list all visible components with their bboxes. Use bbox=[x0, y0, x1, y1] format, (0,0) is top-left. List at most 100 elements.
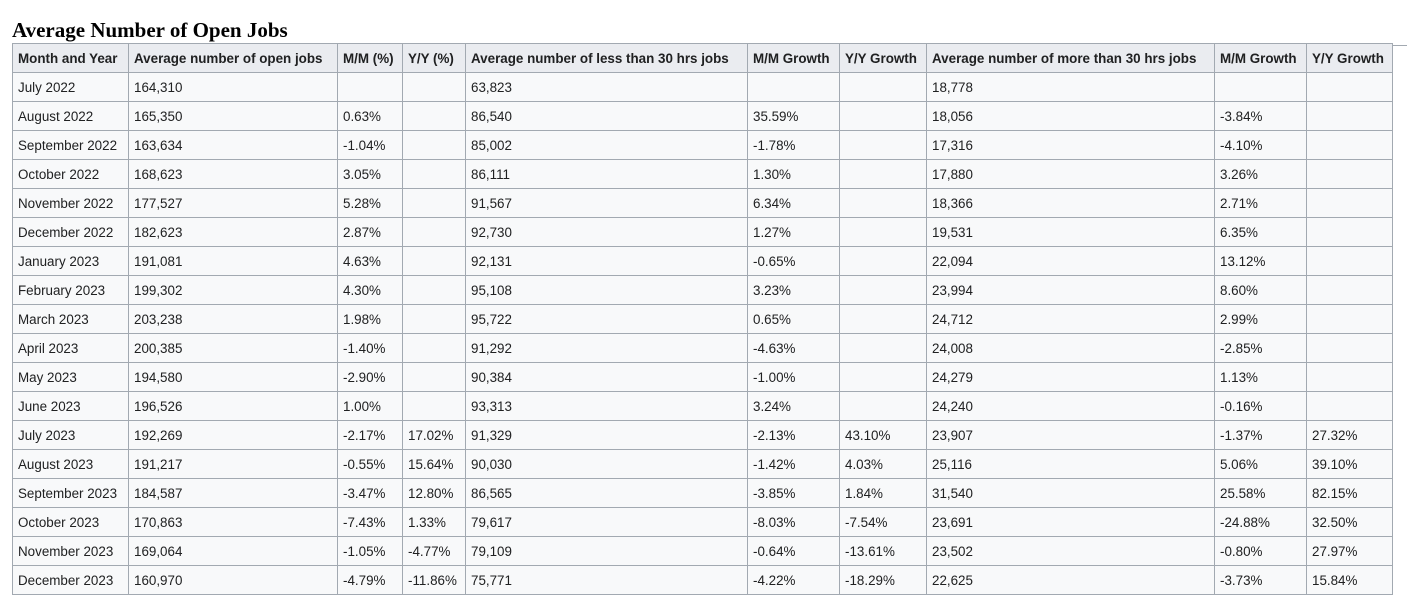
cell-less-than-30-hrs-jobs: 93,313 bbox=[465, 391, 748, 421]
column-header-less-than-30-hrs-jobs[interactable]: Average number of less than 30 hrs jobs bbox=[465, 43, 748, 73]
cell-less-than-30-hrs-jobs: 91,567 bbox=[465, 188, 748, 218]
cell-more-than-30-hrs-mm-growth: -1.37% bbox=[1214, 420, 1307, 450]
cell-more-than-30-hrs-mm-growth bbox=[1214, 72, 1307, 102]
column-header-more-than-30-hrs-jobs[interactable]: Average number of more than 30 hrs jobs bbox=[926, 43, 1215, 73]
column-header-more-than-30-hrs-yy-growth[interactable]: Y/Y Growth bbox=[1306, 43, 1393, 73]
column-header-month-and-year[interactable]: Month and Year bbox=[12, 43, 129, 73]
cell-more-than-30-hrs-yy-growth bbox=[1306, 333, 1393, 363]
cell-month-and-year: September 2023 bbox=[12, 478, 129, 508]
table-row: October 2023 170,863 -7.43% 1.33% 79,617 -8.0… bbox=[12, 507, 1393, 537]
cell-average-open-jobs: 182,623 bbox=[128, 217, 338, 247]
table-row: May 2023 194,580 -2.90% 90,384 -1.00% 24,279 1… bbox=[12, 362, 1393, 392]
table-row: September 2023 184,587 -3.47% 12.80% 86,565-… bbox=[12, 478, 1393, 508]
cell-less-than-30-hrs-mm-growth: 3.23% bbox=[747, 275, 840, 305]
cell-more-than-30-hrs-jobs: 18,778 bbox=[926, 72, 1215, 102]
cell-open-jobs-mm: 4.30% bbox=[337, 275, 403, 305]
cell-open-jobs-mm: 2.87% bbox=[337, 217, 403, 247]
cell-average-open-jobs: 199,302 bbox=[128, 275, 338, 305]
cell-open-jobs-mm: 5.28% bbox=[337, 188, 403, 218]
cell-less-than-30-hrs-mm-growth: -8.03% bbox=[747, 507, 840, 537]
column-header-average-open-jobs[interactable]: Average number of open jobs bbox=[128, 43, 338, 73]
cell-more-than-30-hrs-yy-growth: 39.10% bbox=[1306, 449, 1393, 479]
cell-open-jobs-yy bbox=[402, 333, 466, 363]
cell-month-and-year: August 2022 bbox=[12, 101, 129, 131]
table-row: December 2023 160,970 -4.79% -11.86% 75,771-… bbox=[12, 565, 1393, 595]
cell-more-than-30-hrs-yy-growth bbox=[1306, 159, 1393, 189]
cell-open-jobs-yy bbox=[402, 275, 466, 305]
cell-open-jobs-yy bbox=[402, 391, 466, 421]
table-row: August 2022 165,350 0.63% 86,540 35.59% 18,05… bbox=[12, 101, 1393, 131]
cell-open-jobs-mm: -1.40% bbox=[337, 333, 403, 363]
cell-more-than-30-hrs-mm-growth: -0.16% bbox=[1214, 391, 1307, 421]
cell-more-than-30-hrs-mm-growth: 6.35% bbox=[1214, 217, 1307, 247]
cell-more-than-30-hrs-jobs: 22,625 bbox=[926, 565, 1215, 595]
cell-open-jobs-yy bbox=[402, 362, 466, 392]
cell-month-and-year: November 2023 bbox=[12, 536, 129, 566]
cell-more-than-30-hrs-yy-growth: 15.84% bbox=[1306, 565, 1393, 595]
cell-less-than-30-hrs-mm-growth: -1.42% bbox=[747, 449, 840, 479]
column-header-less-than-30-hrs-mm-growth[interactable]: M/M Growth bbox=[747, 43, 840, 73]
cell-open-jobs-yy: -11.86% bbox=[402, 565, 466, 595]
cell-open-jobs-mm: -1.04% bbox=[337, 130, 403, 160]
cell-less-than-30-hrs-jobs: 92,730 bbox=[465, 217, 748, 247]
cell-less-than-30-hrs-jobs: 79,617 bbox=[465, 507, 748, 537]
cell-average-open-jobs: 160,970 bbox=[128, 565, 338, 595]
cell-more-than-30-hrs-jobs: 19,531 bbox=[926, 217, 1215, 247]
cell-more-than-30-hrs-jobs: 22,094 bbox=[926, 246, 1215, 276]
cell-average-open-jobs: 192,269 bbox=[128, 420, 338, 450]
cell-less-than-30-hrs-jobs: 91,329 bbox=[465, 420, 748, 450]
cell-more-than-30-hrs-mm-growth: 8.60% bbox=[1214, 275, 1307, 305]
cell-less-than-30-hrs-mm-growth: 35.59% bbox=[747, 101, 840, 131]
cell-open-jobs-mm: -7.43% bbox=[337, 507, 403, 537]
cell-open-jobs-mm: -1.05% bbox=[337, 536, 403, 566]
column-header-open-jobs-mm[interactable]: M/M (%) bbox=[337, 43, 403, 73]
column-header-more-than-30-hrs-mm-growth[interactable]: M/M Growth bbox=[1214, 43, 1307, 73]
cell-more-than-30-hrs-yy-growth bbox=[1306, 72, 1393, 102]
cell-less-than-30-hrs-yy-growth bbox=[839, 246, 927, 276]
cell-month-and-year: June 2023 bbox=[12, 391, 129, 421]
cell-month-and-year: October 2023 bbox=[12, 507, 129, 537]
cell-month-and-year: March 2023 bbox=[12, 304, 129, 334]
cell-less-than-30-hrs-jobs: 85,002 bbox=[465, 130, 748, 160]
cell-less-than-30-hrs-yy-growth bbox=[839, 362, 927, 392]
cell-more-than-30-hrs-mm-growth: 3.26% bbox=[1214, 159, 1307, 189]
cell-month-and-year: February 2023 bbox=[12, 275, 129, 305]
cell-less-than-30-hrs-jobs: 86,111 bbox=[465, 159, 748, 189]
cell-less-than-30-hrs-mm-growth: -2.13% bbox=[747, 420, 840, 450]
table-row: December 2022 182,623 2.87% 92,730 1.27% 19,5… bbox=[12, 217, 1393, 247]
table-row: November 2023 169,064 -1.05% -4.77% 79,109 -0… bbox=[12, 536, 1393, 566]
cell-more-than-30-hrs-yy-growth: 27.97% bbox=[1306, 536, 1393, 566]
cell-more-than-30-hrs-mm-growth: 5.06% bbox=[1214, 449, 1307, 479]
cell-more-than-30-hrs-mm-growth: -0.80% bbox=[1214, 536, 1307, 566]
cell-average-open-jobs: 177,527 bbox=[128, 188, 338, 218]
table-row: March 2023 203,238 1.98% 95,722 0.65% 24,712 2… bbox=[12, 304, 1393, 334]
table-row: November 2022 177,527 5.28% 91,567 6.34% 18,3… bbox=[12, 188, 1393, 218]
cell-more-than-30-hrs-jobs: 23,994 bbox=[926, 275, 1215, 305]
cell-more-than-30-hrs-yy-growth bbox=[1306, 304, 1393, 334]
cell-open-jobs-yy: 12.80% bbox=[402, 478, 466, 508]
table-row: July 2022 164,310 63,823 18,778 bbox=[12, 72, 1393, 102]
cell-less-than-30-hrs-mm-growth: -0.65% bbox=[747, 246, 840, 276]
cell-less-than-30-hrs-mm-growth: 6.34% bbox=[747, 188, 840, 218]
cell-more-than-30-hrs-yy-growth: 27.32% bbox=[1306, 420, 1393, 450]
cell-less-than-30-hrs-jobs: 90,384 bbox=[465, 362, 748, 392]
cell-average-open-jobs: 165,350 bbox=[128, 101, 338, 131]
cell-less-than-30-hrs-mm-growth bbox=[747, 72, 840, 102]
table-row: June 2023 196,526 1.00% 93,313 3.24% 24,240 -0… bbox=[12, 391, 1393, 421]
cell-less-than-30-hrs-yy-growth bbox=[839, 72, 927, 102]
cell-month-and-year: July 2022 bbox=[12, 72, 129, 102]
column-header-open-jobs-yy[interactable]: Y/Y (%) bbox=[402, 43, 466, 73]
table-row: February 2023 199,302 4.30% 95,108 3.23% 23,9… bbox=[12, 275, 1393, 305]
cell-more-than-30-hrs-mm-growth: 2.99% bbox=[1214, 304, 1307, 334]
open-jobs-table: Month and Year Average number of open jo… bbox=[12, 43, 1393, 595]
cell-less-than-30-hrs-mm-growth: -4.22% bbox=[747, 565, 840, 595]
column-header-less-than-30-hrs-yy-growth[interactable]: Y/Y Growth bbox=[839, 43, 927, 73]
cell-open-jobs-yy bbox=[402, 304, 466, 334]
cell-more-than-30-hrs-mm-growth: 25.58% bbox=[1214, 478, 1307, 508]
cell-open-jobs-yy bbox=[402, 159, 466, 189]
cell-month-and-year: December 2022 bbox=[12, 217, 129, 247]
cell-more-than-30-hrs-yy-growth bbox=[1306, 362, 1393, 392]
cell-more-than-30-hrs-yy-growth bbox=[1306, 391, 1393, 421]
cell-less-than-30-hrs-jobs: 91,292 bbox=[465, 333, 748, 363]
cell-less-than-30-hrs-yy-growth: -7.54% bbox=[839, 507, 927, 537]
